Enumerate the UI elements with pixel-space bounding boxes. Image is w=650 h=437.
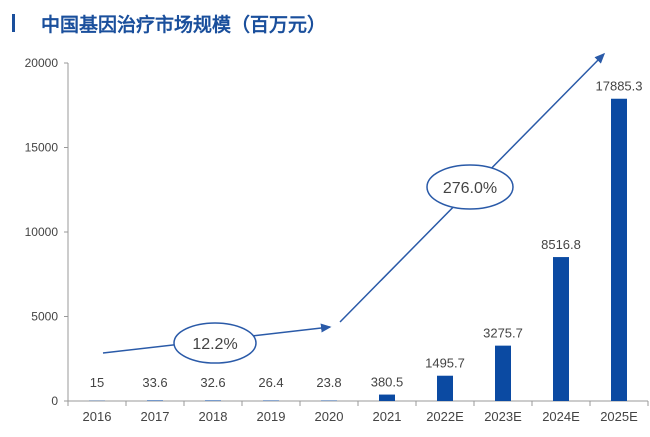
bar-2022E <box>437 375 453 401</box>
cagr-label-1: 12.2% <box>192 336 237 353</box>
data-label-2022E: 1495.7 <box>425 356 465 371</box>
data-label-2024E: 8516.8 <box>541 237 581 252</box>
y-tick-label: 5000 <box>31 310 58 324</box>
y-tick-label: 10000 <box>25 225 59 239</box>
data-label-2019: 26.4 <box>258 375 283 390</box>
bar-2017 <box>147 400 163 401</box>
x-tick-label: 2021 <box>373 409 402 424</box>
data-label-2017: 33.6 <box>142 375 167 390</box>
cagr-ellipse-1 <box>173 322 257 364</box>
data-label-2025E: 17885.3 <box>596 79 643 94</box>
data-label-2020: 23.8 <box>316 375 341 390</box>
x-tick-label: 2024E <box>542 409 580 424</box>
bar-2025E <box>611 98 627 401</box>
y-tick-label: 0 <box>51 394 58 408</box>
y-tick-label: 15000 <box>25 141 59 155</box>
x-tick-label: 2020 <box>315 409 344 424</box>
bar-2021 <box>379 394 395 401</box>
title-accent-bar <box>12 14 15 32</box>
x-tick-label: 2025E <box>600 409 638 424</box>
data-label-2016: 15 <box>90 375 104 390</box>
cagr-label-2: 276.0% <box>443 180 497 197</box>
bar-2018 <box>205 400 221 401</box>
x-tick-label: 2023E <box>484 409 522 424</box>
chart-title: 中国基因治疗市场规模（百万元） <box>41 13 327 36</box>
cagr-ellipse-2 <box>426 164 514 210</box>
x-tick-label: 2016 <box>83 409 112 424</box>
x-tick-label: 2022E <box>426 409 464 424</box>
data-label-2021: 380.5 <box>371 375 404 390</box>
x-tick-label: 2017 <box>141 409 170 424</box>
x-tick-label: 2018 <box>199 409 228 424</box>
data-label-2018: 32.6 <box>200 375 225 390</box>
x-tick-label: 2019 <box>257 409 286 424</box>
data-label-2023E: 3275.7 <box>483 326 523 341</box>
bar-2023E <box>495 345 511 401</box>
bar-2024E <box>553 257 569 401</box>
y-tick-label: 20000 <box>25 56 59 70</box>
chart-title-bar: 中国基因治疗市场规模（百万元） <box>12 10 326 36</box>
